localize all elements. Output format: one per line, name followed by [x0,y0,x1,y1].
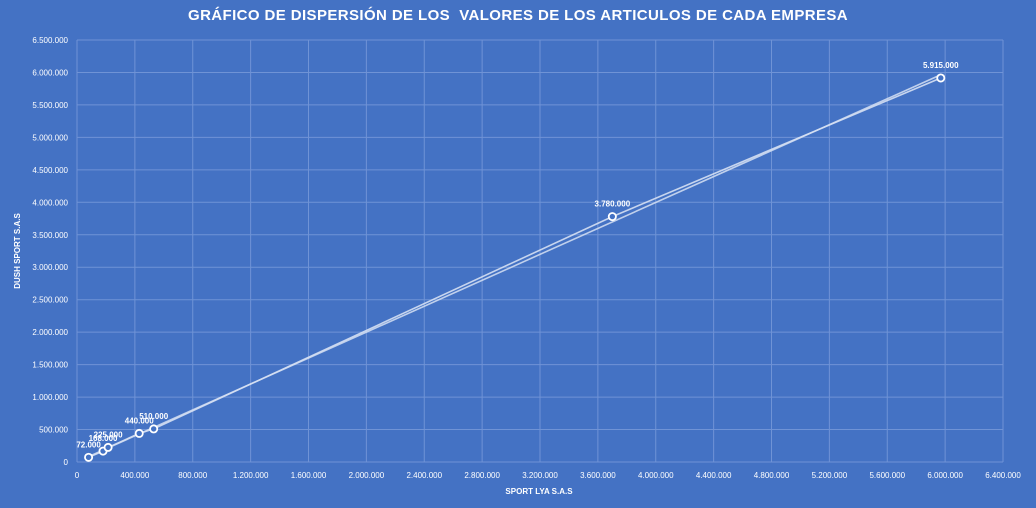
data-points [84,73,946,462]
x-tick-label: 3.200.000 [522,471,558,480]
x-tick-label: 5.600.000 [869,471,905,480]
data-point [149,424,159,434]
data-point [84,452,94,462]
x-tick-label: 0 [75,471,80,480]
data-point [103,442,113,452]
y-tick-label: 5.500.000 [32,101,68,110]
y-tick-label: 4.000.000 [32,198,68,207]
data-label: 510.000 [139,412,168,421]
data-point [134,428,144,438]
y-tick-label: 2.000.000 [32,328,68,337]
data-point [607,212,617,222]
y-tick-label: 3.500.000 [32,231,68,240]
x-tick-label: 4.400.000 [696,471,732,480]
x-tick-label: 2.000.000 [349,471,385,480]
gridlines [76,39,1004,463]
data-point [936,73,946,83]
data-label: 3.780.000 [595,200,631,209]
data-label: 5.915.000 [923,61,959,70]
data-label: 72.000 [76,440,101,449]
x-axis-label: SPORT LYA S.A.S [505,487,573,496]
x-tick-label: 3.600.000 [580,471,616,480]
x-tick-label: 800.000 [178,471,207,480]
y-tick-label: 1.500.000 [32,361,68,370]
x-tick-label: 400.000 [120,471,149,480]
x-tick-label: 2.400.000 [406,471,442,480]
y-tick-label: 6.500.000 [32,36,68,45]
x-tick-label: 6.000.000 [927,471,963,480]
y-tick-label: 500.000 [39,426,68,435]
chart-title: GRÁFICO DE DISPERSIÓN DE LOS VALORES DE … [188,7,848,24]
y-tick-label: 4.500.000 [32,166,68,175]
x-tick-label: 2.800.000 [464,471,500,480]
y-tick-label: 6.000.000 [32,68,68,77]
x-tick-label: 4.000.000 [638,471,674,480]
x-tick-label: 5.200.000 [812,471,848,480]
y-tick-label: 5.000.000 [32,133,68,142]
y-axis-ticks: 0 500.000 1.000.000 1.500.000 2.000.000 2.500… [32,36,68,467]
data-label: 168.000 [89,434,118,443]
y-axis-label: DUSH SPORT S.A.S [13,213,22,289]
y-tick-label: 0 [64,458,69,467]
x-tick-label: 1.600.000 [291,471,327,480]
y-tick-label: 2.500.000 [32,296,68,305]
x-axis-ticks: 0 400.000 800.000 1.200.000 1.600.000 2.000.0… [75,471,1022,480]
data-label: 225.000 [94,430,123,439]
y-tick-label: 1.000.000 [32,393,68,402]
data-label: 440.000 [125,416,154,425]
x-tick-label: 6.400.000 [985,471,1021,480]
x-tick-label: 1.200.000 [233,471,269,480]
x-tick-label: 4.800.000 [754,471,790,480]
y-tick-label: 3.000.000 [32,263,68,272]
